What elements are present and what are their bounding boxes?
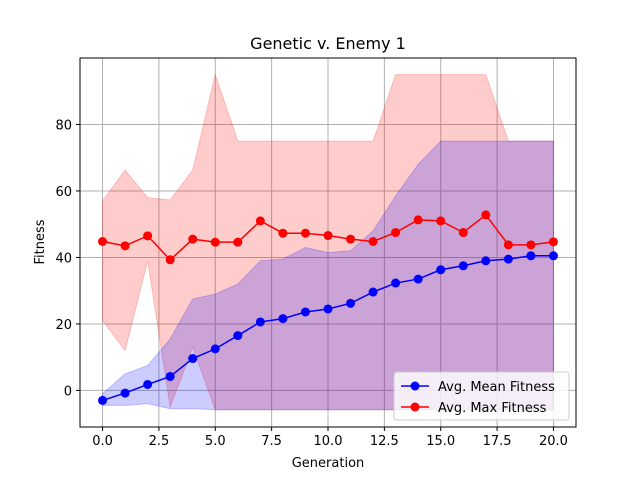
mean-fitness-point bbox=[278, 314, 288, 324]
mean-fitness-point bbox=[120, 388, 130, 398]
max-fitness-point bbox=[526, 240, 536, 250]
x-tick-label: 12.5 bbox=[370, 434, 399, 449]
mean-fitness-point bbox=[436, 265, 446, 275]
max-fitness-point bbox=[458, 228, 468, 238]
x-tick-label: 0.0 bbox=[92, 434, 113, 449]
legend-label-mean: Avg. Mean Fitness bbox=[438, 380, 555, 395]
y-tick-label: 80 bbox=[55, 118, 72, 133]
x-tick-label: 17.5 bbox=[483, 434, 512, 449]
mean-fitness-point bbox=[188, 354, 198, 364]
max-fitness-point bbox=[368, 237, 378, 247]
mean-fitness-point bbox=[481, 256, 491, 266]
legend: Avg. Mean Fitness Avg. Max Fitness bbox=[393, 371, 570, 421]
max-fitness-point bbox=[188, 234, 198, 244]
legend-swatch-max-marker bbox=[410, 402, 420, 412]
max-fitness-point bbox=[300, 228, 310, 238]
mean-fitness-point bbox=[210, 344, 220, 354]
mean-fitness-point bbox=[413, 274, 423, 284]
y-tick-label: 40 bbox=[55, 251, 72, 266]
x-tick-label: 15.0 bbox=[426, 434, 455, 449]
mean-fitness-point bbox=[391, 278, 401, 288]
mean-fitness-point bbox=[503, 254, 513, 264]
y-tick-label: 60 bbox=[55, 185, 72, 200]
mean-fitness-point bbox=[323, 304, 333, 314]
legend-box bbox=[393, 371, 570, 421]
max-fitness-point bbox=[413, 215, 423, 225]
legend-swatch-mean-marker bbox=[410, 381, 420, 391]
chart-title: Genetic v. Enemy 1 bbox=[250, 34, 406, 53]
max-fitness-point bbox=[165, 255, 175, 265]
max-fitness-point bbox=[436, 216, 446, 226]
max-fitness-point bbox=[143, 231, 153, 241]
x-tick-label: 5.0 bbox=[205, 434, 226, 449]
y-axis-label: Fitness bbox=[33, 219, 48, 264]
mean-fitness-point bbox=[368, 287, 378, 297]
mean-fitness-point bbox=[255, 317, 265, 327]
max-fitness-point bbox=[391, 228, 401, 238]
mean-fitness-point bbox=[300, 307, 310, 317]
mean-fitness-point bbox=[143, 379, 153, 389]
max-fitness-point bbox=[481, 210, 491, 220]
x-tick-label: 10.0 bbox=[314, 434, 343, 449]
x-tick-label: 20.0 bbox=[539, 434, 568, 449]
mean-fitness-point bbox=[346, 298, 356, 308]
mean-fitness-point bbox=[233, 331, 243, 341]
max-fitness-point bbox=[323, 231, 333, 241]
max-fitness-point bbox=[346, 234, 356, 244]
mean-fitness-point bbox=[98, 395, 108, 405]
line-layer bbox=[98, 210, 558, 405]
mean-fitness-point bbox=[526, 251, 536, 261]
mean-fitness-point bbox=[548, 251, 558, 261]
max-fitness-point bbox=[548, 237, 558, 247]
max-fitness-point bbox=[255, 216, 265, 226]
max-fitness-point bbox=[98, 237, 108, 247]
y-tick-label: 20 bbox=[55, 318, 72, 333]
legend-label-max: Avg. Max Fitness bbox=[438, 401, 547, 416]
x-axis-label: Generation bbox=[292, 456, 365, 471]
max-fitness-point bbox=[120, 241, 130, 251]
max-fitness-point bbox=[210, 237, 220, 247]
x-tick-label: 2.5 bbox=[149, 434, 170, 449]
mean-fitness-point bbox=[458, 261, 468, 271]
max-fitness-point bbox=[278, 228, 288, 238]
x-tick-label: 7.5 bbox=[261, 434, 282, 449]
tick-layer: 0.0 2.5 5.0 7.5 10.0 12.5 15.0 17.5 20.0 0 20 40 60 8… bbox=[55, 118, 567, 449]
y-tick-label: 0 bbox=[64, 384, 72, 399]
mean-fitness-point bbox=[165, 371, 175, 381]
band-layer bbox=[102, 72, 554, 411]
max-fitness-point bbox=[233, 237, 243, 247]
max-fitness-point bbox=[503, 240, 513, 250]
